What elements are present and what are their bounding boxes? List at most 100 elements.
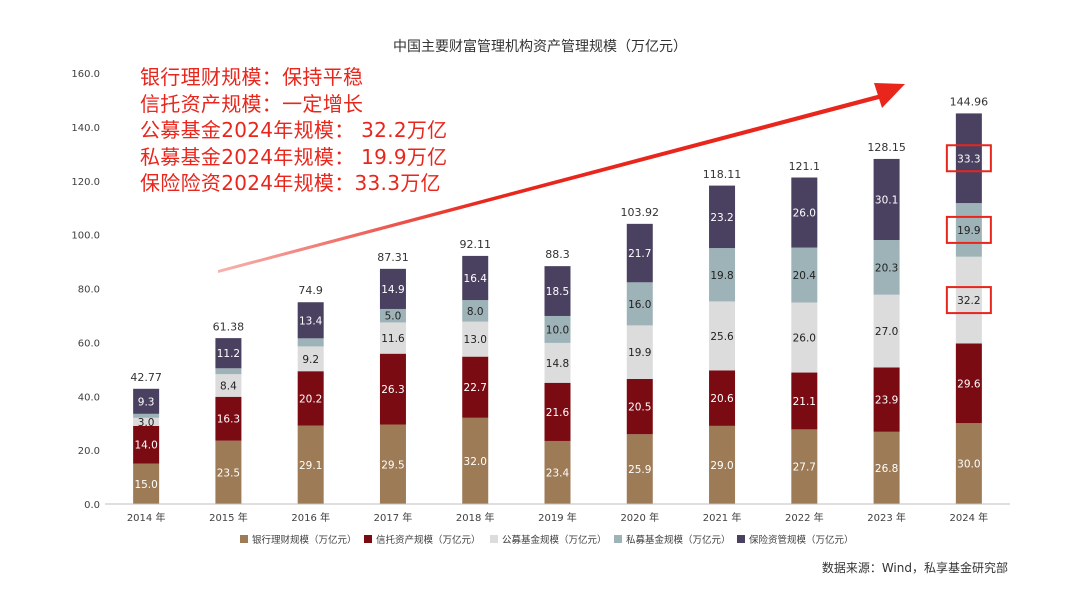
legend-label: 信托资产规模（万亿元） xyxy=(376,534,481,546)
bar-segment-bank xyxy=(873,431,900,504)
segment-label-private-fund: 20.4 xyxy=(793,270,817,282)
bar-segment-trust xyxy=(626,379,653,435)
y-tick-label: 20.0 xyxy=(78,446,100,457)
x-tick-label: 2015 年 xyxy=(209,511,248,524)
bar-segment-private-fund xyxy=(379,308,406,323)
bar-segment-insurance xyxy=(544,266,571,316)
segment-label-insurance: 16.4 xyxy=(464,273,488,285)
arrow-shaft xyxy=(218,94,883,273)
legend-label: 银行理财规模（万亿元） xyxy=(252,534,357,546)
annotation-private-fund: 私募基金2024年规模： 19.9万亿 xyxy=(140,144,448,169)
bar-segment-bank xyxy=(297,425,324,504)
bar-segment-public-fund xyxy=(626,325,653,380)
segment-label-trust: 29.6 xyxy=(957,378,981,390)
bar-segment-insurance xyxy=(873,158,900,241)
segment-label-private-fund: 19.9 xyxy=(957,225,980,237)
bar-segment-trust xyxy=(791,372,818,430)
segment-label-bank: 27.7 xyxy=(793,462,816,474)
total-label: 61.38 xyxy=(213,321,245,334)
bar-segment-bank xyxy=(379,424,406,504)
y-tick-label: 100.0 xyxy=(71,231,100,242)
bar-segment-private-fund xyxy=(709,248,736,302)
y-tick-label: 80.0 xyxy=(78,285,100,296)
bar-segment-bank xyxy=(626,434,653,504)
bar-segment-private-fund xyxy=(215,368,242,375)
segment-label-insurance: 13.4 xyxy=(299,315,323,327)
bar-segment-insurance xyxy=(955,113,982,204)
legend-swatch xyxy=(737,535,745,543)
total-label: 74.9 xyxy=(298,284,323,297)
segment-label-bank: 15.0 xyxy=(134,479,157,491)
bar-segment-private-fund xyxy=(626,282,653,326)
total-label: 144.96 xyxy=(950,96,989,109)
bar-segment-private-fund xyxy=(544,315,571,343)
x-tick-label: 2019 年 xyxy=(538,511,577,524)
segment-label-insurance: 30.1 xyxy=(875,194,898,206)
segment-label-public-fund: 26.0 xyxy=(793,333,816,345)
total-label: 103.92 xyxy=(621,206,660,219)
segment-label-bank: 30.0 xyxy=(957,459,980,471)
y-tick-label: 140.0 xyxy=(71,123,100,134)
annotation-trust: 信托资产规模：一定增长 xyxy=(140,91,364,116)
total-label: 42.77 xyxy=(130,371,162,384)
annotation-insurance: 保险险资2024年规模：33.3万亿 xyxy=(140,171,441,195)
bar-segment-bank xyxy=(462,417,489,504)
highlight-box xyxy=(945,286,992,315)
bar-segment-insurance xyxy=(379,268,406,309)
bar-segment-insurance xyxy=(791,177,818,248)
segment-label-public-fund: 3.0 xyxy=(138,417,155,429)
bars-group xyxy=(133,113,982,504)
segment-label-public-fund: 19.9 xyxy=(628,347,651,359)
segment-label-bank: 23.5 xyxy=(217,467,240,479)
segment-label-insurance: 26.0 xyxy=(793,208,816,220)
segment-label-trust: 21.6 xyxy=(546,407,570,419)
segment-label-public-fund: 27.0 xyxy=(875,326,898,338)
y-tick-label: 60.0 xyxy=(78,338,100,349)
segment-label-trust: 26.3 xyxy=(381,384,404,396)
segment-label-private-fund: 8.0 xyxy=(467,306,484,318)
legend: 银行理财规模（万亿元） 信托资产规模（万亿元） 公募基金规模（万亿元） 私募基金规模（… xyxy=(240,534,854,546)
bar-segment-public-fund xyxy=(462,321,489,357)
y-tick-label: 40.0 xyxy=(78,392,100,403)
segment-label-trust: 23.9 xyxy=(875,395,898,407)
bar-segment-trust xyxy=(462,356,489,418)
x-tick-label: 2017 年 xyxy=(374,511,413,524)
segment-label-trust: 20.2 xyxy=(299,393,322,405)
y-axis: 0.0 20.0 40.0 60.0 80.0 100.0 120.0 140.0 160.0 xyxy=(71,69,100,511)
segment-label-public-fund: 25.6 xyxy=(710,331,734,343)
segment-label-bank: 23.4 xyxy=(546,467,570,479)
legend-label: 私募基金规模（万亿元） xyxy=(626,534,731,546)
legend-swatch xyxy=(240,535,248,543)
bar-segment-public-fund xyxy=(709,301,736,371)
bar-segment-private-fund xyxy=(791,247,818,303)
segment-label-trust: 21.1 xyxy=(793,396,816,408)
bar-segment-trust xyxy=(544,382,571,441)
bar-segment-bank xyxy=(709,425,736,504)
legend-label: 保险资管规模（万亿元） xyxy=(749,534,854,546)
highlight-boxes xyxy=(945,144,992,315)
total-label: 118.11 xyxy=(703,168,742,181)
bar-segment-trust xyxy=(297,371,324,426)
total-label: 88.3 xyxy=(545,248,570,261)
segment-label-public-fund: 13.0 xyxy=(464,334,487,346)
x-tick-label: 2018 年 xyxy=(456,511,495,524)
bar-segment-public-fund xyxy=(791,302,818,373)
total-label: 87.31 xyxy=(377,251,409,264)
bar-segment-trust xyxy=(133,425,160,464)
bar-segment-insurance xyxy=(297,302,324,339)
segment-label-bank: 25.9 xyxy=(628,464,651,476)
segment-label-trust: 14.0 xyxy=(134,440,157,452)
y-tick-label: 160.0 xyxy=(71,69,100,80)
legend-label: 公募基金规模（万亿元） xyxy=(502,534,607,546)
total-label: 128.15 xyxy=(867,141,906,154)
segment-label-insurance: 23.2 xyxy=(710,212,733,224)
segment-label-trust: 20.5 xyxy=(628,402,651,414)
x-tick-label: 2016 年 xyxy=(291,511,330,524)
segment-label-trust: 20.6 xyxy=(710,393,734,405)
segment-label-insurance: 21.7 xyxy=(628,248,651,260)
bar-segment-insurance xyxy=(462,255,489,301)
x-tick-label: 2014 年 xyxy=(127,511,166,524)
bar-segment-public-fund xyxy=(133,417,160,426)
bar-segment-public-fund xyxy=(544,342,571,383)
data-source: 数据来源：Wind，私享基金研究部 xyxy=(821,561,1008,575)
